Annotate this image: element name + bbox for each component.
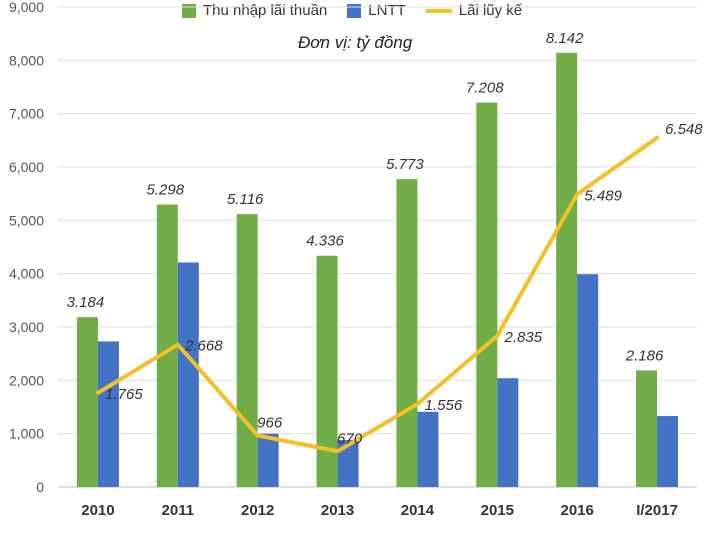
bar-lntt xyxy=(337,440,359,487)
data-label-lai-luy-ke: 1.765 xyxy=(105,386,143,403)
legend-label-thu-nhap: Thu nhập lãi thuần xyxy=(203,2,328,19)
line-point-lai-luy-ke xyxy=(96,391,100,395)
x-tick-label: 2016 xyxy=(561,502,594,519)
y-tick-label: 0 xyxy=(36,479,44,495)
legend-swatch-lai-luy-ke xyxy=(425,8,452,13)
line-point-lai-luy-ke xyxy=(176,343,180,347)
chart-subtitle: Đơn vị: tỷ đồng xyxy=(298,33,413,52)
data-label-lai-luy-ke: 2.668 xyxy=(184,338,223,355)
y-tick-label: 3,000 xyxy=(9,319,44,335)
data-label-lai-luy-ke: 966 xyxy=(257,414,283,431)
x-tick-label: I/2017 xyxy=(636,502,678,519)
data-label-lai-luy-ke: 670 xyxy=(337,430,363,447)
data-label-lai-luy-ke: 5.489 xyxy=(584,187,622,204)
y-tick-label: 4,000 xyxy=(9,266,44,282)
bar-thu-nhap-lai-thuan xyxy=(156,204,178,487)
y-tick-label: 7,000 xyxy=(9,106,44,122)
bar-thu-nhap-lai-thuan xyxy=(476,102,498,487)
bar-lntt xyxy=(177,262,199,487)
x-tick-label: 2012 xyxy=(241,502,274,519)
y-tick-label: 8,000 xyxy=(9,52,44,68)
data-label-lai-luy-ke: 6.548 xyxy=(665,121,703,138)
bar-thu-nhap-lai-thuan xyxy=(236,214,258,487)
y-tick-label: 2,000 xyxy=(9,372,44,388)
bar-thu-nhap-lai-thuan xyxy=(76,317,98,487)
bar-lntt xyxy=(417,411,439,487)
data-label-thu-nhap: 5.116 xyxy=(227,191,264,208)
bar-thu-nhap-lai-thuan xyxy=(316,255,338,487)
x-tick-label: 2011 xyxy=(162,502,195,519)
bar-lntt xyxy=(497,378,519,487)
y-axis: 0 1,000 2,000 3,000 4,000 5,000 6,000 7,000 8,00… xyxy=(9,0,44,495)
chart-legend: Thu nhập lãi thuần LNTT Lãi lũy kế xyxy=(182,2,542,19)
line-lai-luy-ke xyxy=(95,135,660,454)
data-label-thu-nhap: 8.142 xyxy=(546,30,584,47)
line-point-lai-luy-ke xyxy=(336,449,340,453)
bar-thu-nhap-lai-thuan xyxy=(396,179,418,487)
line-series xyxy=(95,135,660,454)
gridlines xyxy=(58,6,697,488)
x-tick-label: 2013 xyxy=(321,502,354,519)
bar-lntt xyxy=(577,274,599,487)
y-tick-label: 1,000 xyxy=(9,426,44,442)
bar-thu-nhap-lai-thuan xyxy=(556,52,578,487)
data-label-thu-nhap: 7.208 xyxy=(466,80,504,97)
legend-item-lai-luy-ke: Lãi lũy kế xyxy=(425,2,523,19)
x-tick-label: 2010 xyxy=(81,502,114,519)
bar-lntt xyxy=(657,416,679,487)
bar-series xyxy=(76,52,679,487)
line-point-lai-luy-ke xyxy=(655,136,659,140)
data-labels: 3.184 5.298 5.116 4.336 5.773 7.208 8.142 2.186… xyxy=(67,30,704,448)
x-tick-label: 2015 xyxy=(481,502,514,519)
legend-label-lai-luy-ke: Lãi lũy kế xyxy=(458,2,523,19)
bar-lntt xyxy=(97,341,119,487)
data-label-lai-luy-ke: 2.835 xyxy=(504,329,543,346)
data-label-thu-nhap: 5.773 xyxy=(386,156,424,173)
y-tick-label: 6,000 xyxy=(9,159,44,175)
y-tick-label: 5,000 xyxy=(9,212,44,228)
data-label-thu-nhap: 3.184 xyxy=(67,294,105,311)
line-point-lai-luy-ke xyxy=(575,192,579,196)
bar-thu-nhap-lai-thuan xyxy=(636,370,658,487)
data-label-lai-luy-ke: 1.556 xyxy=(425,397,463,414)
data-label-thu-nhap: 4.336 xyxy=(306,233,344,250)
data-label-thu-nhap: 2.186 xyxy=(625,347,664,364)
legend-label-lntt: LNTT xyxy=(368,2,406,19)
line-point-lai-luy-ke xyxy=(495,334,499,338)
line-point-lai-luy-ke xyxy=(256,433,260,437)
x-tick-label: 2014 xyxy=(401,502,435,519)
line-point-lai-luy-ke xyxy=(415,402,419,406)
bar-lntt xyxy=(257,433,279,487)
data-label-thu-nhap: 5.298 xyxy=(147,181,185,198)
y-tick-label: 9,000 xyxy=(9,0,44,15)
x-axis: 2010 2011 2012 2013 2014 2015 2016 I/2017 xyxy=(81,502,678,519)
